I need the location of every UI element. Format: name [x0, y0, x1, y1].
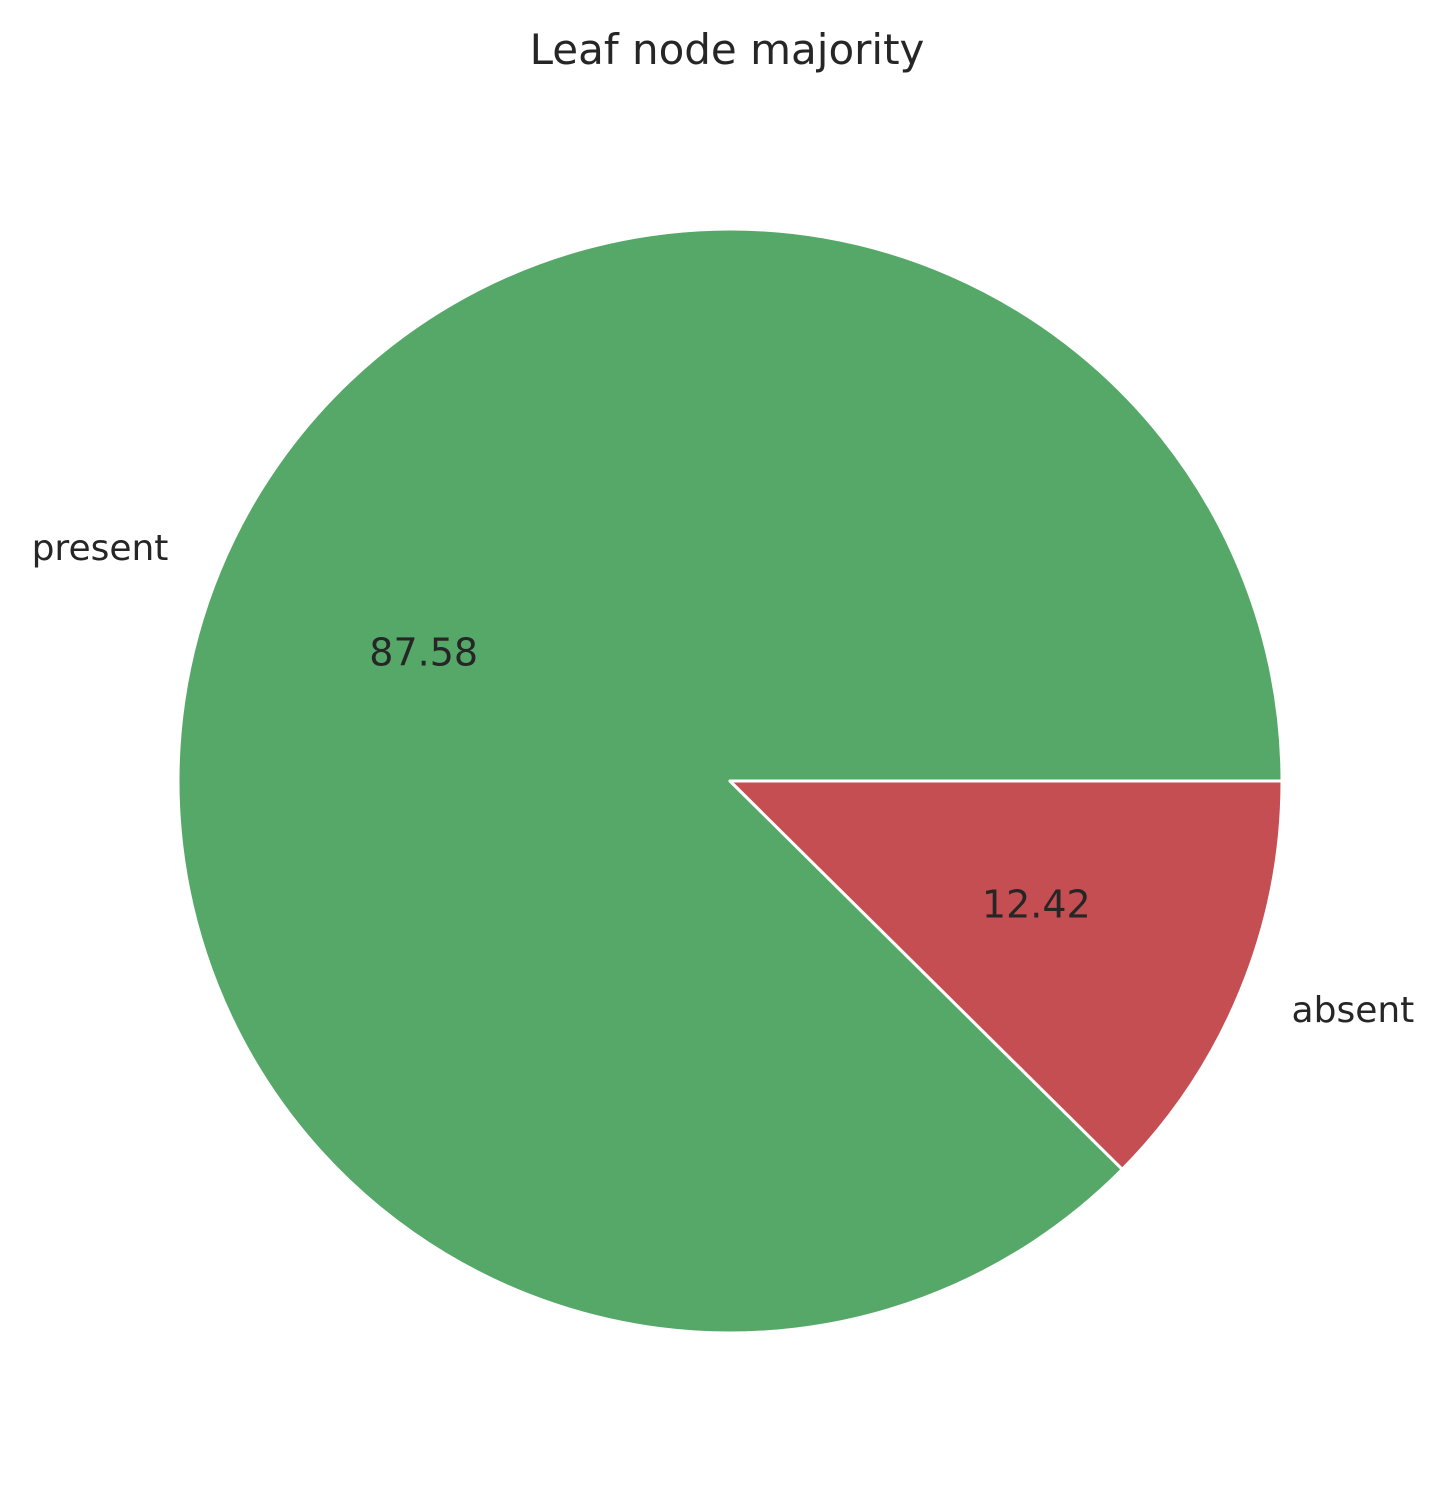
- pie-labels: present 87.58 absent 12.42: [32, 528, 1415, 1031]
- pie-label-absent: absent: [1292, 990, 1415, 1031]
- pie-slices: [176, 227, 1284, 1335]
- chart-title: Leaf node majority: [530, 25, 925, 74]
- pie-label-present: present: [32, 528, 169, 569]
- pie-value-label-present: 87.58: [369, 631, 478, 675]
- pie-slice-absent: [728, 779, 1284, 1171]
- pie-value-label-absent: 12.42: [982, 882, 1091, 926]
